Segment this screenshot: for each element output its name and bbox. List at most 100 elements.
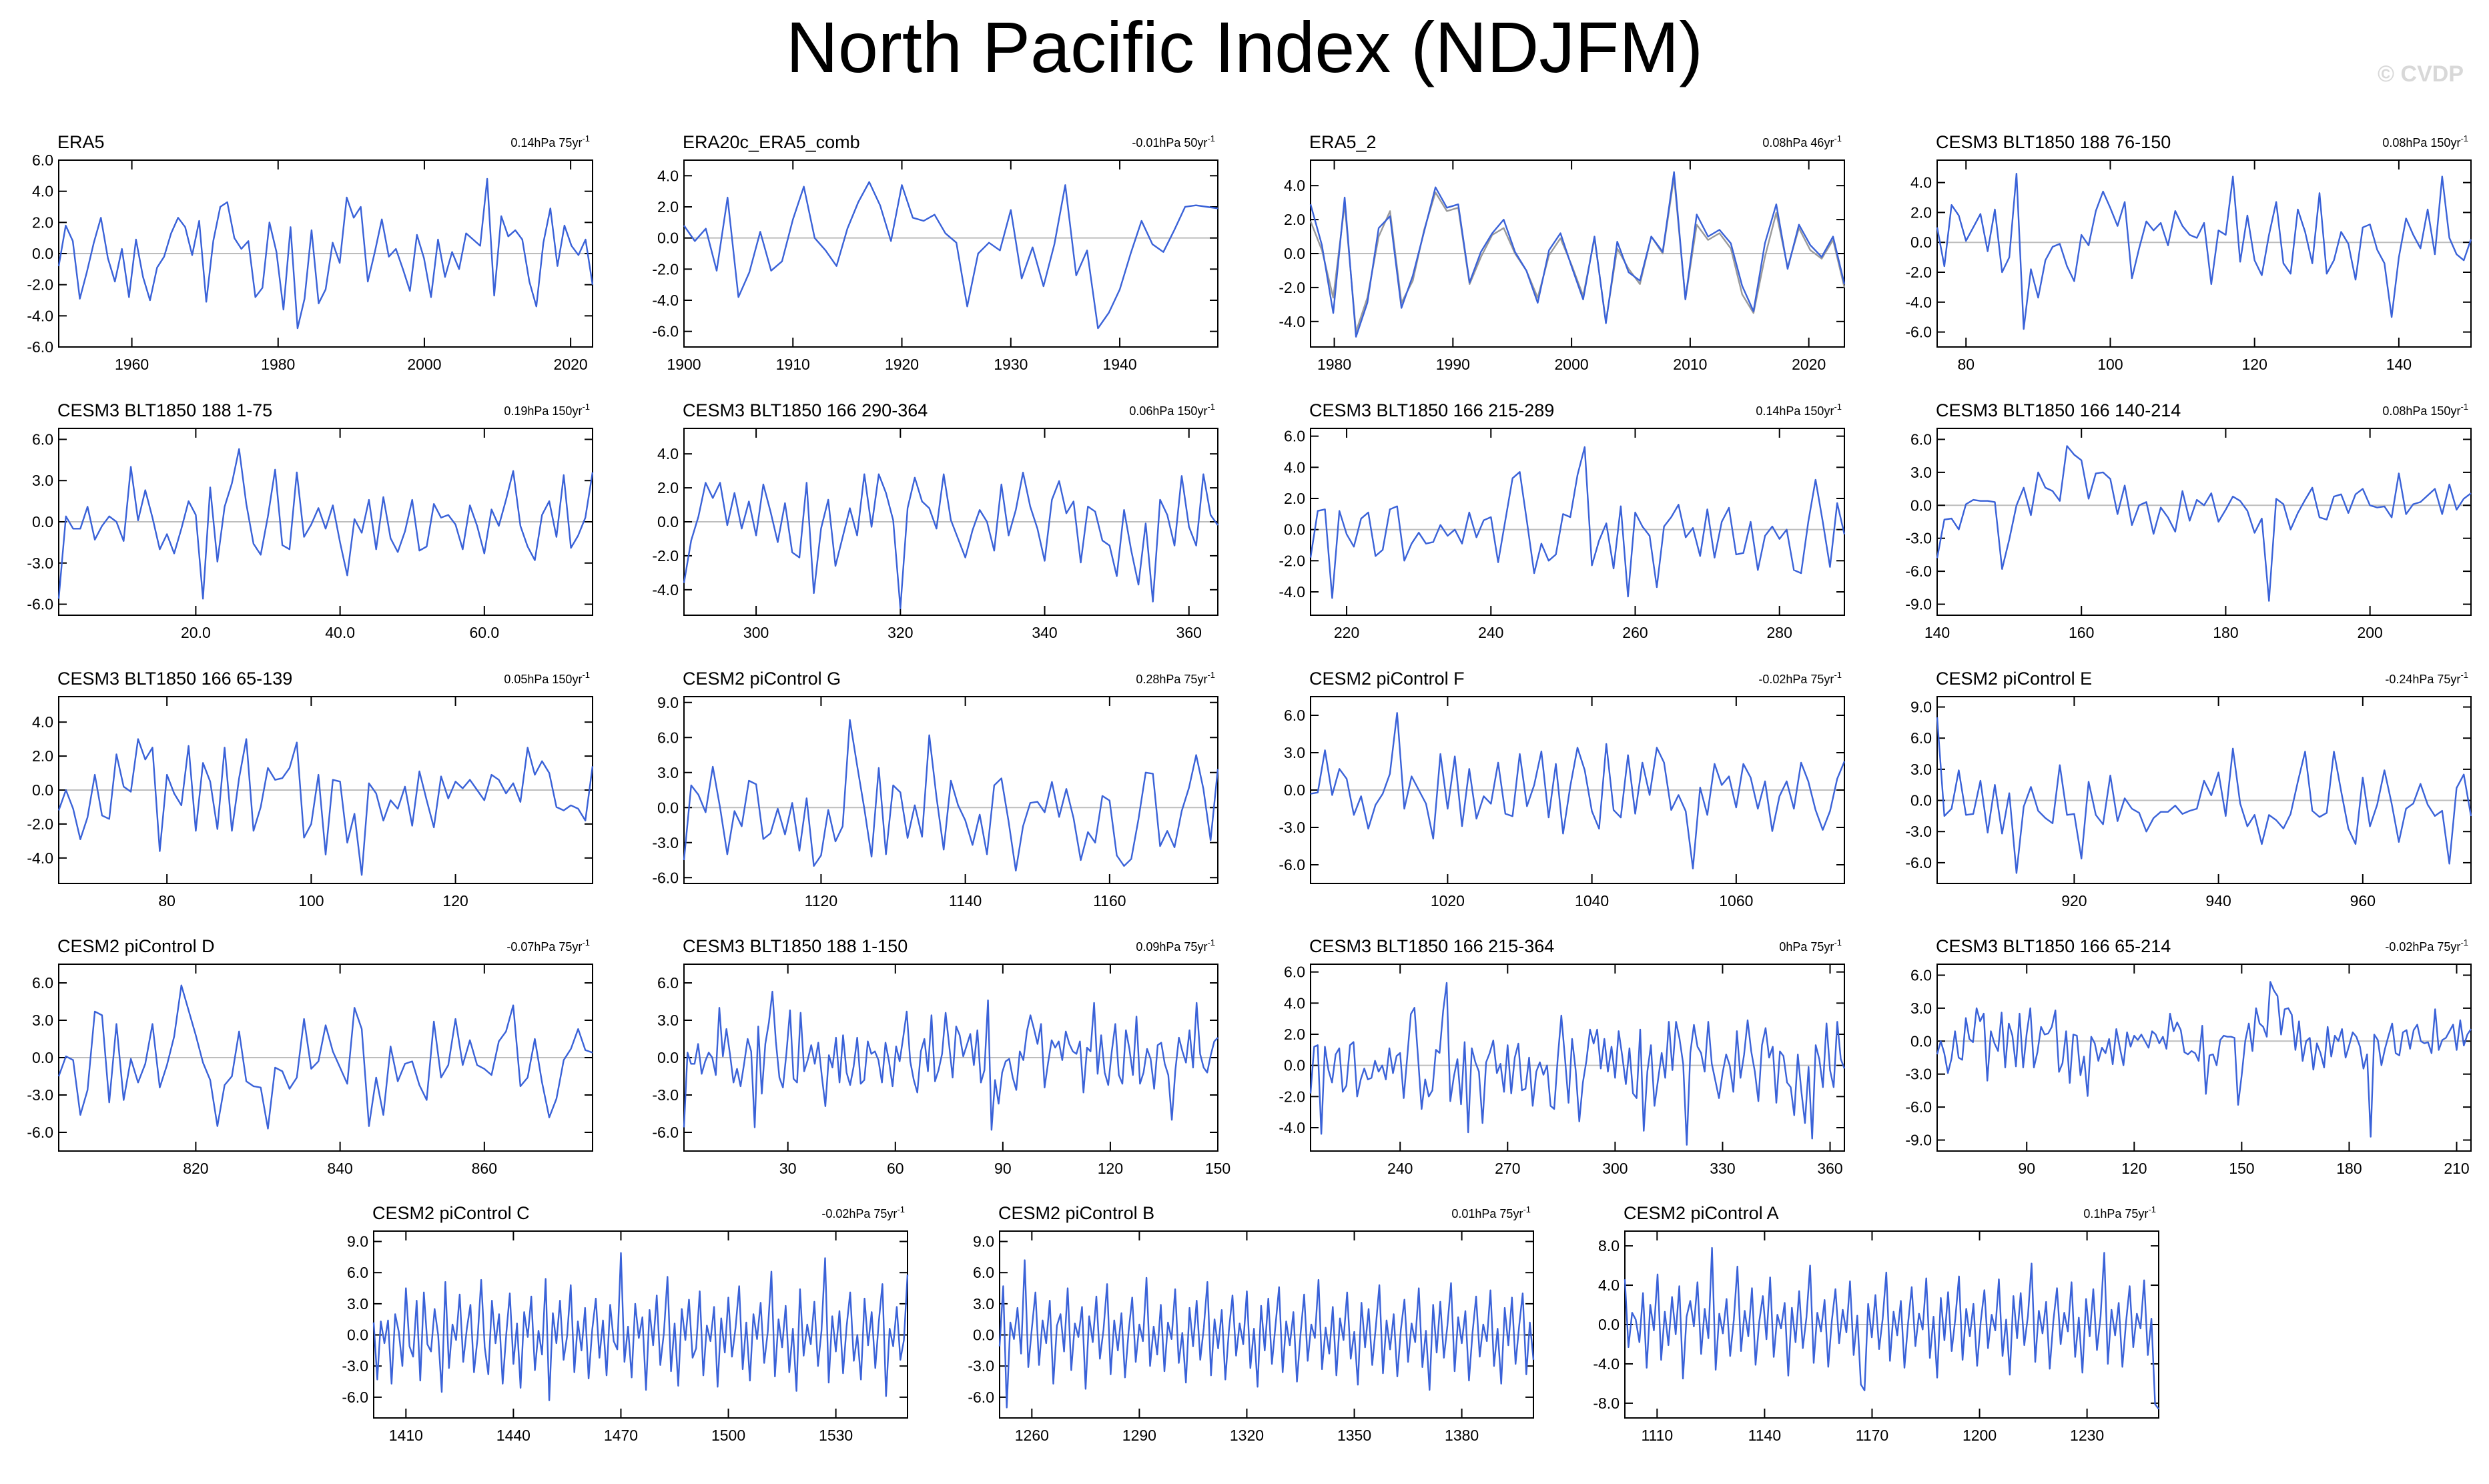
y-tick-label: 6.0 (1910, 430, 1932, 448)
y-tick-label: -6.0 (1905, 1098, 1932, 1116)
plot-frame (1310, 964, 1845, 1152)
y-tick-label: 0.0 (657, 1049, 679, 1066)
x-tick-label: 200 (2357, 624, 2382, 641)
x-tick-label: 60.0 (469, 624, 499, 641)
y-tick-label: -3.0 (1905, 530, 1932, 547)
y-tick-label: 3.0 (1910, 464, 1932, 481)
panel-title: CESM2 piControl A (1624, 1203, 1779, 1223)
y-tick-label: -4.0 (1279, 1119, 1305, 1136)
chart-panel: CESM3 BLT1850 166 215-289 0.14hPa 150yr-1… (1279, 400, 1846, 641)
series-line (372, 1252, 909, 1401)
x-tick-label: 1110 (1641, 1427, 1673, 1444)
panel-title: CESM2 piControl C (372, 1203, 530, 1223)
x-tick-label: 1160 (1093, 892, 1126, 909)
y-tick-label: 9.0 (347, 1233, 368, 1250)
y-tick-label: -2.0 (27, 276, 53, 294)
y-tick-label: 6.0 (32, 151, 53, 169)
x-tick-label: 1380 (1445, 1427, 1479, 1444)
cvdp-watermark: © CVDP (2378, 61, 2464, 87)
y-tick-label: 2.0 (32, 214, 53, 231)
chart-panel: CESM2 piControl D -0.07hPa 75yr-1 6.0 3.0 0.… (27, 936, 593, 1177)
series-line (57, 177, 594, 330)
x-tick-label: 120 (1098, 1160, 1123, 1177)
y-tick-label: -6.0 (968, 1389, 994, 1406)
x-tick-label: 180 (2213, 624, 2238, 641)
y-tick-label: -6.0 (652, 1124, 679, 1141)
x-tick-label: 1040 (1575, 892, 1609, 909)
chart-panel: CESM3 BLT1850 166 65-214 -0.02hPa 75yr-1 6… (1905, 936, 2472, 1177)
y-tick-label: 3.0 (1910, 1000, 1932, 1017)
x-tick-label: 840 (327, 1160, 352, 1177)
chart-panel: CESM2 piControl B 0.01hPa 75yr-1 9.0 6.0 3.0… (968, 1203, 1535, 1444)
x-tick-label: 80 (158, 892, 175, 909)
y-tick-label: 0.0 (1910, 792, 1932, 809)
plot-frame (683, 159, 1218, 348)
series-line (1936, 981, 2472, 1138)
y-tick-label: -2.0 (1279, 552, 1305, 569)
y-tick-label: -3.0 (652, 834, 679, 851)
panel-trend: 0.05hPa 150yr-1 (504, 670, 590, 686)
y-tick-label: -4.0 (652, 581, 679, 599)
y-tick-label: -3.0 (968, 1357, 994, 1375)
y-tick-label: 0.0 (1910, 234, 1932, 251)
y-tick-label: 4.0 (1910, 174, 1932, 192)
chart-panel: CESM2 piControl C -0.02hPa 75yr-1 9.0 6.0 3.… (342, 1203, 909, 1444)
chart-panel: CESM3 BLT1850 166 215-364 0hPa 75yr-1 6.0 4… (1279, 936, 1846, 1177)
chart-panel: CESM3 BLT1850 166 140-214 0.08hPa 150yr-1… (1905, 400, 2472, 641)
y-tick-label: 6.0 (32, 430, 53, 448)
x-tick-label: 920 (2061, 892, 2087, 909)
y-tick-label: 6.0 (657, 729, 679, 746)
y-tick-label: 3.0 (973, 1295, 994, 1313)
series-line (1309, 982, 1846, 1146)
plot-frame (1936, 964, 2472, 1152)
x-tick-label: 90 (2018, 1160, 2035, 1177)
x-tick-label: 1140 (1748, 1427, 1781, 1444)
y-tick-label: -2.0 (652, 260, 679, 278)
x-tick-label: 820 (183, 1160, 208, 1177)
series-line (1936, 717, 2472, 874)
x-tick-label: 360 (1176, 624, 1202, 641)
y-tick-label: -2.0 (1905, 264, 1932, 281)
y-tick-label: 0.0 (657, 799, 679, 816)
x-tick-label: 90 (994, 1160, 1012, 1177)
panel-title: CESM2 piControl B (998, 1203, 1154, 1223)
y-tick-label: 3.0 (657, 1012, 679, 1029)
panel-title: ERA20c_ERA5_comb (683, 132, 860, 152)
y-tick-label: 0.0 (32, 781, 53, 799)
x-tick-label: 1200 (1963, 1427, 1997, 1444)
x-tick-label: 150 (2229, 1160, 2254, 1177)
plot-frame (1936, 428, 2472, 616)
x-tick-label: 1260 (1015, 1427, 1049, 1444)
panel-title: CESM2 piControl G (683, 669, 841, 689)
chart-panel: CESM3 BLT1850 188 1-75 0.19hPa 150yr-1 6.0… (27, 400, 594, 641)
x-tick-label: 320 (887, 624, 913, 641)
x-tick-label: 1500 (711, 1427, 745, 1444)
y-tick-label: 6.0 (1284, 428, 1305, 445)
panel-trend: 0.14hPa 150yr-1 (1756, 402, 1842, 418)
y-tick-label: -4.0 (27, 849, 53, 867)
series-line (1936, 173, 2472, 330)
y-tick-label: 2.0 (1284, 490, 1305, 507)
panel-title: ERA5_2 (1309, 132, 1377, 152)
y-tick-label: 4.0 (657, 167, 679, 184)
y-tick-label: 4.0 (1598, 1276, 1620, 1294)
x-tick-label: 140 (1924, 624, 1950, 641)
y-tick-label: 3.0 (1910, 761, 1932, 778)
y-tick-label: -9.0 (1905, 596, 1932, 613)
y-tick-label: 6.0 (1910, 966, 1932, 984)
chart-panel: ERA5 0.14hPa 75yr-1 6.0 4.0 2.0 0.0 -2.0 -4.0 -6… (27, 132, 594, 373)
x-tick-label: 2000 (407, 356, 441, 373)
x-tick-label: 1120 (805, 892, 837, 909)
x-tick-label: 2020 (554, 356, 588, 373)
x-tick-label: 1930 (994, 356, 1028, 373)
panel-trend: 0.28hPa 75yr-1 (1136, 670, 1215, 686)
y-tick-label: -6.0 (27, 596, 53, 613)
x-tick-label: 1020 (1431, 892, 1465, 909)
x-tick-label: 1470 (604, 1427, 638, 1444)
y-tick-label: -4.0 (1593, 1355, 1620, 1373)
y-tick-label: -6.0 (27, 1124, 53, 1141)
panel-title: CESM3 BLT1850 188 1-150 (683, 936, 908, 956)
chart-panel: CESM2 piControl G 0.28hPa 75yr-1 9.0 6.0 3.0… (652, 669, 1219, 909)
series-line (1309, 446, 1846, 599)
